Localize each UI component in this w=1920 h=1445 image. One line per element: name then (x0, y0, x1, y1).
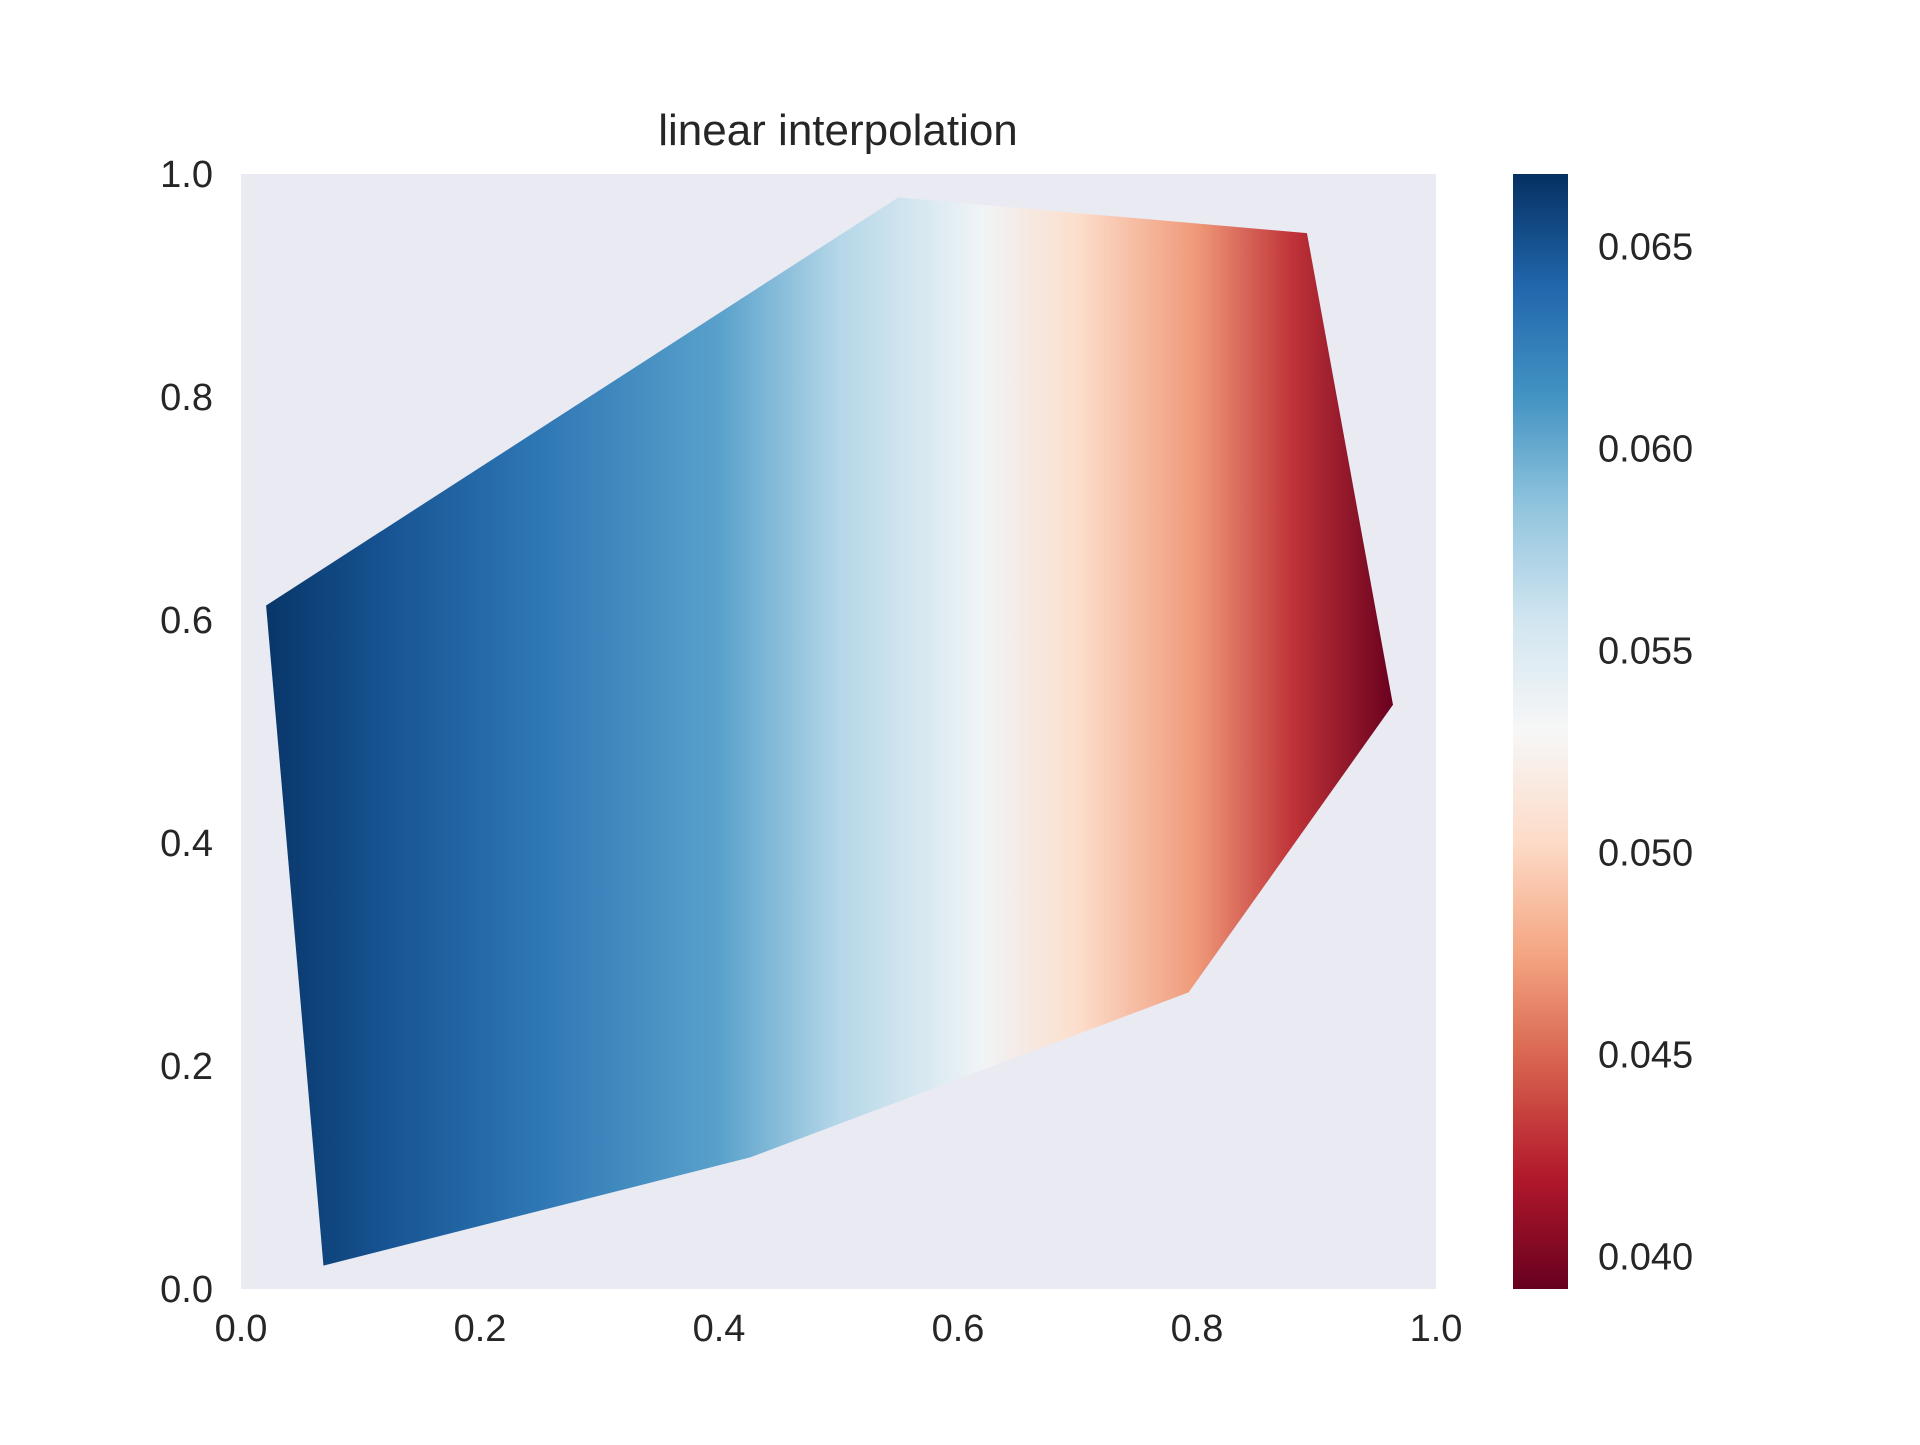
y-tick-label: 0.0 (160, 1269, 213, 1311)
y-tick-label: 0.8 (160, 377, 213, 419)
colorbar-ticks: 0.040 0.045 0.050 0.055 0.060 0.065 (1598, 227, 1693, 1279)
colorbar-tick-label: 0.040 (1598, 1237, 1693, 1279)
colorbar-tick-label: 0.060 (1598, 429, 1693, 471)
y-axis: 0.0 0.2 0.4 0.6 0.8 1.0 (160, 154, 213, 1311)
x-tick-label: 0.2 (454, 1308, 507, 1350)
x-axis: 0.0 0.2 0.4 0.6 0.8 1.0 (215, 1308, 1463, 1350)
colorbar-tick-label: 0.055 (1598, 631, 1693, 673)
y-tick-label: 1.0 (160, 154, 213, 196)
x-tick-label: 1.0 (1410, 1308, 1463, 1350)
colorbar-tick-label: 0.065 (1598, 227, 1693, 269)
chart-title: linear interpolation (658, 106, 1018, 155)
colorbar-tick-label: 0.045 (1598, 1035, 1693, 1077)
x-tick-label: 0.0 (215, 1308, 268, 1350)
y-tick-label: 0.4 (160, 823, 213, 865)
x-tick-label: 0.6 (932, 1308, 985, 1350)
x-tick-label: 0.8 (1171, 1308, 1224, 1350)
y-tick-label: 0.2 (160, 1046, 213, 1088)
colorbar (1513, 174, 1568, 1289)
y-tick-label: 0.6 (160, 600, 213, 642)
interpolated-field (266, 197, 1393, 1266)
x-tick-label: 0.4 (693, 1308, 746, 1350)
colorbar-tick-label: 0.050 (1598, 833, 1693, 875)
